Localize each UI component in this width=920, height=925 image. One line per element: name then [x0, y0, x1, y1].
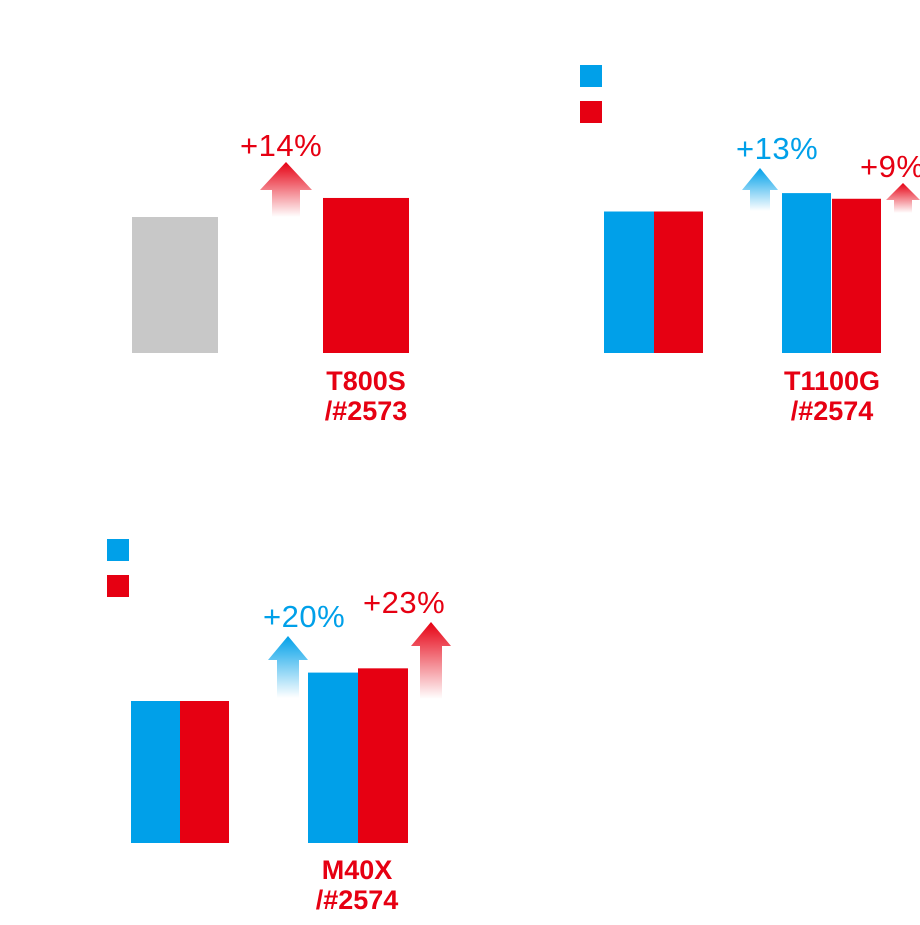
- bar-3-s1-c1: [358, 668, 408, 843]
- chart-panel-3: +20% +23% M40X/#2574: [107, 539, 451, 915]
- category-label: /#2573: [325, 396, 408, 426]
- change-annotation: +9%: [860, 149, 920, 184]
- bar-1-s0-c0: [132, 217, 218, 353]
- change-annotation: +13%: [736, 131, 818, 166]
- up-arrow-icon: [260, 162, 312, 217]
- bar-2-s0-c1: [782, 193, 831, 353]
- change-annotation: +20%: [263, 599, 345, 634]
- category-label: M40X: [322, 855, 393, 885]
- change-annotation: +23%: [363, 585, 445, 620]
- legend-swatch: [580, 101, 602, 123]
- up-arrow-icon: [742, 168, 778, 211]
- up-arrow-icon: [268, 636, 308, 698]
- bar-2-s0-c0: [604, 211, 654, 353]
- category-label: /#2574: [791, 396, 874, 426]
- chart-panel-2: +13% +9% T1100G/#2574: [580, 65, 920, 426]
- bar-1-s0-c1: [323, 197, 409, 353]
- up-arrow-icon: [411, 622, 451, 699]
- legend-swatch: [580, 65, 602, 87]
- bar-3-s0-c1: [308, 672, 358, 843]
- bar-2-s1-c1: [832, 198, 881, 353]
- legend-swatch: [107, 575, 129, 597]
- chart-panel-1: +14% T800S/#2573: [132, 128, 409, 426]
- category-label: /#2574: [316, 885, 399, 915]
- up-arrow-icon: [886, 183, 920, 213]
- bar-3-s0-c0: [131, 701, 180, 843]
- category-label: T1100G: [784, 366, 880, 396]
- bar-3-s1-c0: [180, 701, 229, 843]
- category-label: T800S: [326, 366, 406, 396]
- legend-swatch: [107, 539, 129, 561]
- bar-2-s1-c0: [654, 211, 703, 353]
- change-annotation: +14%: [240, 128, 322, 163]
